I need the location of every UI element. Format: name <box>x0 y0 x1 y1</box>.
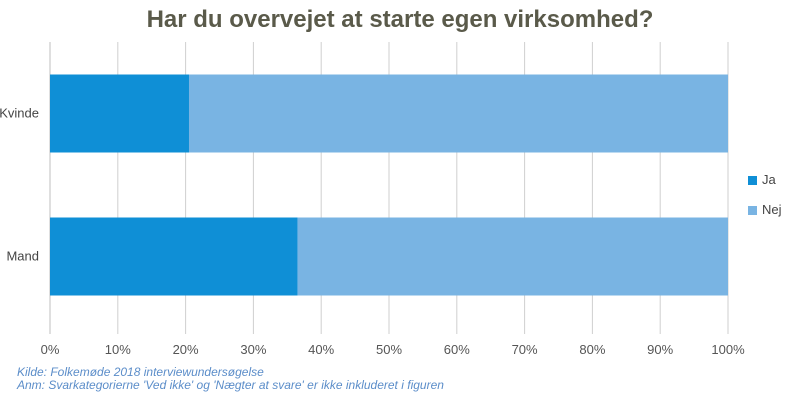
x-tick-label: 40% <box>308 342 334 357</box>
legend-swatch-ja <box>748 176 757 185</box>
x-tick-label: 30% <box>240 342 266 357</box>
x-tick-label: 0% <box>41 342 60 357</box>
bar-ja-kvinde <box>50 74 189 153</box>
x-tick-label: 90% <box>647 342 673 357</box>
x-tick-label: 50% <box>376 342 402 357</box>
x-tick-label: 70% <box>512 342 538 357</box>
y-category-label: Mand <box>6 249 39 264</box>
x-tick-label: 80% <box>579 342 605 357</box>
x-tick-label: 20% <box>173 342 199 357</box>
bar-ja-mand <box>50 217 298 296</box>
x-tick-label: 10% <box>105 342 131 357</box>
y-category-label: Kvinde <box>0 106 39 121</box>
legend-label-ja: Ja <box>762 172 777 187</box>
bar-nej-kvinde <box>188 74 729 153</box>
source-note: Kilde: Folkemøde 2018 interviewundersøge… <box>17 365 264 379</box>
x-tick-label: 100% <box>711 342 745 357</box>
legend-swatch-nej <box>748 206 757 215</box>
chart-title: Har du overvejet at starte egen virksomh… <box>146 6 654 33</box>
bar-nej-mand <box>297 217 728 296</box>
legend-label-nej: Nej <box>762 202 782 217</box>
remark-note: Anm: Svarkategorierne 'Ved ikke' og 'Næg… <box>17 378 444 392</box>
x-tick-label: 60% <box>444 342 470 357</box>
